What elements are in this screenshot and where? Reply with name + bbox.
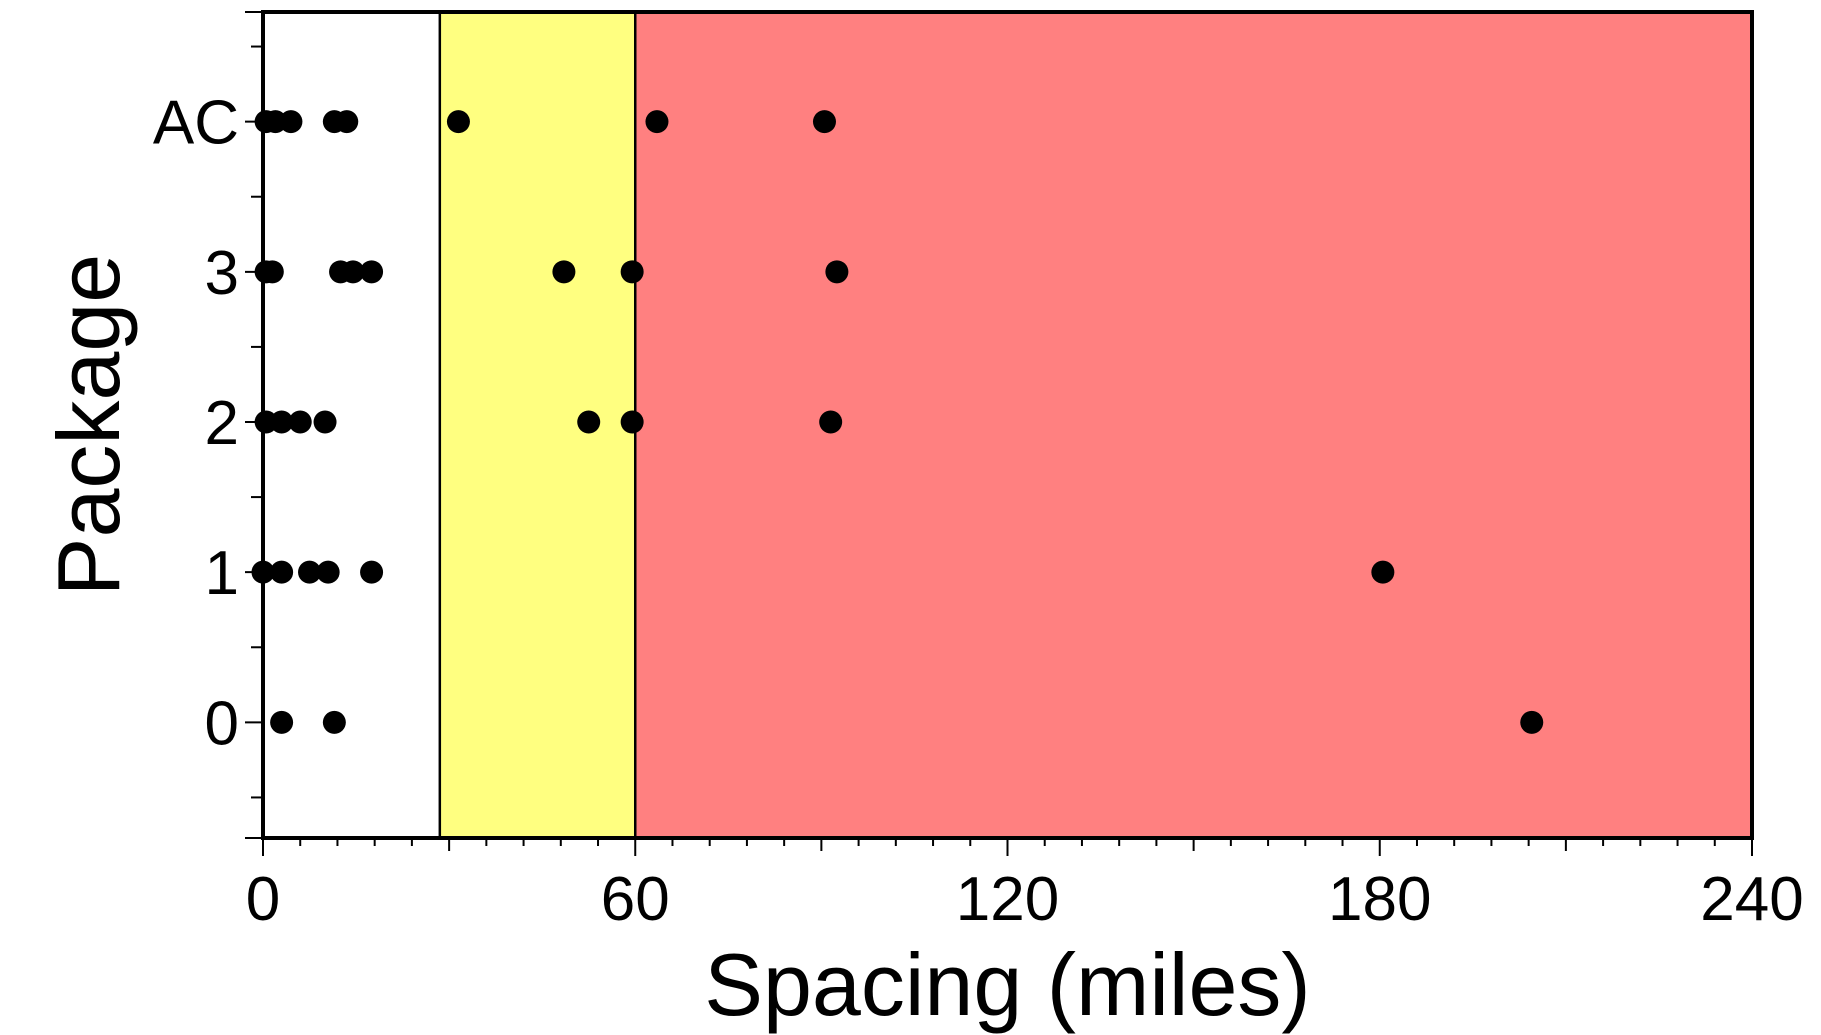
x-axis-title: Spacing (miles) xyxy=(704,935,1310,1034)
data-point xyxy=(335,110,359,134)
data-point xyxy=(270,560,294,584)
y-tick-label: 3 xyxy=(205,239,239,308)
data-point xyxy=(819,410,843,434)
data-point xyxy=(1371,560,1395,584)
data-point xyxy=(270,410,294,434)
data-point xyxy=(279,110,303,134)
y-tick-label: AC xyxy=(153,89,239,158)
y-tick-label: 2 xyxy=(205,389,239,458)
data-point xyxy=(316,560,340,584)
data-point xyxy=(341,260,365,284)
band-2 xyxy=(635,12,1752,838)
data-point xyxy=(446,110,470,134)
x-tick-label: 180 xyxy=(1328,865,1431,934)
data-point xyxy=(270,710,294,734)
data-point xyxy=(825,260,849,284)
x-tick-labels: 0 60 120 180 240 xyxy=(246,865,1804,934)
data-point xyxy=(620,410,644,434)
data-point xyxy=(620,260,644,284)
x-tick-label: 60 xyxy=(601,865,670,934)
data-point xyxy=(360,260,384,284)
data-points xyxy=(251,110,1544,734)
axis-ticks xyxy=(245,11,1753,856)
data-point xyxy=(251,560,275,584)
data-point xyxy=(260,260,284,284)
data-point xyxy=(313,410,337,434)
band-1 xyxy=(439,12,636,838)
data-point xyxy=(322,710,346,734)
data-point xyxy=(360,560,384,584)
data-point xyxy=(298,560,322,584)
y-tick-label: 0 xyxy=(205,689,239,758)
y-tick-labels: 0 1 2 3 AC xyxy=(153,89,239,759)
data-point xyxy=(288,410,312,434)
x-tick-label: 120 xyxy=(956,865,1059,934)
data-point xyxy=(645,110,669,134)
data-point xyxy=(577,410,601,434)
y-tick-label: 1 xyxy=(205,539,239,608)
data-point xyxy=(812,110,836,134)
data-point xyxy=(1520,710,1544,734)
y-axis-title: Package xyxy=(39,254,138,596)
data-point xyxy=(552,260,576,284)
x-tick-label: 240 xyxy=(1700,865,1803,934)
x-tick-label: 0 xyxy=(246,865,280,934)
